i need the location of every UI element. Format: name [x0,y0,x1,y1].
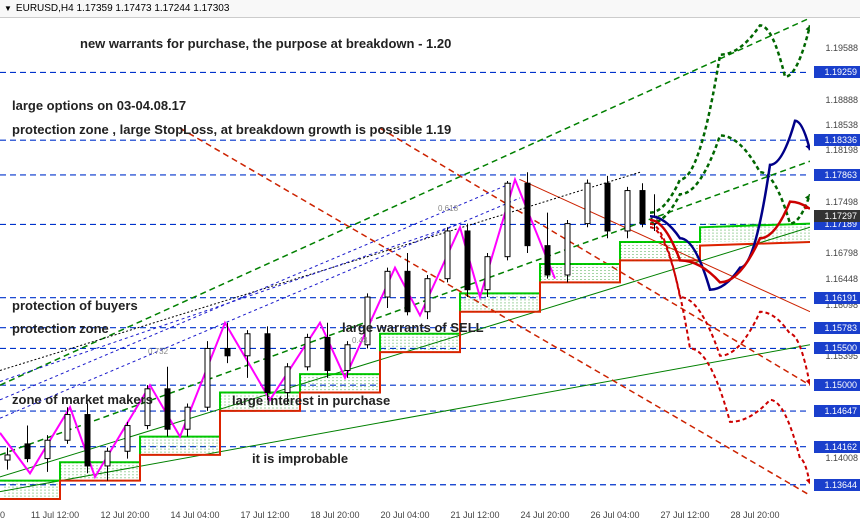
annotation: large options on 03-04.08.17 [12,98,186,113]
chart-container: ▼ EURUSD,H4 1.17359 1.17473 1.17244 1.17… [0,0,860,525]
x-tick: 17 Jul 12:00 [240,510,289,520]
y-tick: 1.18888 [825,95,858,105]
x-axis: 00 11 Jul 12:00 12 Jul 20:00 14 Jul 04:00 17… [0,510,810,525]
price-label: 1.17863 [814,169,860,181]
fib-label: 0.43 [352,336,368,345]
chart-title: EURUSD,H4 1.17359 1.17473 1.17244 1.1730… [16,3,230,14]
x-tick: 21 Jul 12:00 [450,510,499,520]
y-tick: 1.18538 [825,120,858,130]
price-label: 1.14647 [814,405,860,417]
x-tick: 26 Jul 04:00 [590,510,639,520]
annotation: protection zone , large StopLoss, at bre… [12,122,451,137]
y-tick: 1.18198 [825,145,858,155]
price-label: 1.19259 [814,66,860,78]
x-tick: 12 Jul 20:00 [100,510,149,520]
y-tick: 1.19588 [825,43,858,53]
x-tick: 11 Jul 12:00 [31,510,79,520]
price-label: 1.14162 [814,441,860,453]
x-tick: 20 Jul 04:00 [380,510,429,520]
title-bar: ▼ EURUSD,H4 1.17359 1.17473 1.17244 1.17… [0,0,860,18]
fib-label: 0.732 [148,347,168,356]
x-tick: 18 Jul 20:00 [310,510,359,520]
x-tick: 24 Jul 20:00 [520,510,569,520]
y-axis: 1.136441.140081.141621.146471.150001.153… [810,18,860,510]
annotation: zone of market makers [12,392,153,407]
price-label: 1.16191 [814,292,860,304]
fib-label: 0.618 [438,204,458,213]
chart-svg-layer [0,18,810,510]
x-tick: 27 Jul 12:00 [660,510,709,520]
annotation: protection of buyers [12,298,138,313]
dropdown-icon[interactable]: ▼ [4,4,12,13]
annotation: large interest in purchase [232,393,390,408]
y-tick: 1.16798 [825,248,858,258]
annotation: new warrants for purchase, the purpose a… [80,36,451,51]
price-label: 1.17297 [814,210,860,222]
x-tick: 14 Jul 04:00 [170,510,219,520]
x-tick: 28 Jul 20:00 [730,510,779,520]
price-label: 1.15783 [814,322,860,334]
annotation: protection zone [12,321,109,336]
price-label: 1.18336 [814,134,860,146]
y-tick: 1.16448 [825,274,858,284]
price-label: 1.15000 [814,379,860,391]
annotation: large warrants of SELL [342,320,484,335]
price-label: 1.15500 [814,342,860,354]
annotation: it is improbable [252,451,348,466]
price-label: 1.13644 [814,479,860,491]
x-tick: 00 [0,510,5,520]
y-tick: 1.14008 [825,453,858,463]
chart-area[interactable]: new warrants for purchase, the purpose a… [0,18,810,510]
y-tick: 1.17498 [825,197,858,207]
